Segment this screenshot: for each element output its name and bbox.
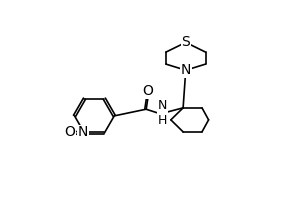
Text: N: N	[78, 125, 88, 139]
Text: S: S	[182, 35, 190, 49]
Text: O: O	[64, 125, 75, 139]
Text: N: N	[181, 63, 191, 77]
Text: O: O	[142, 84, 153, 98]
Text: N
H: N H	[158, 99, 167, 127]
